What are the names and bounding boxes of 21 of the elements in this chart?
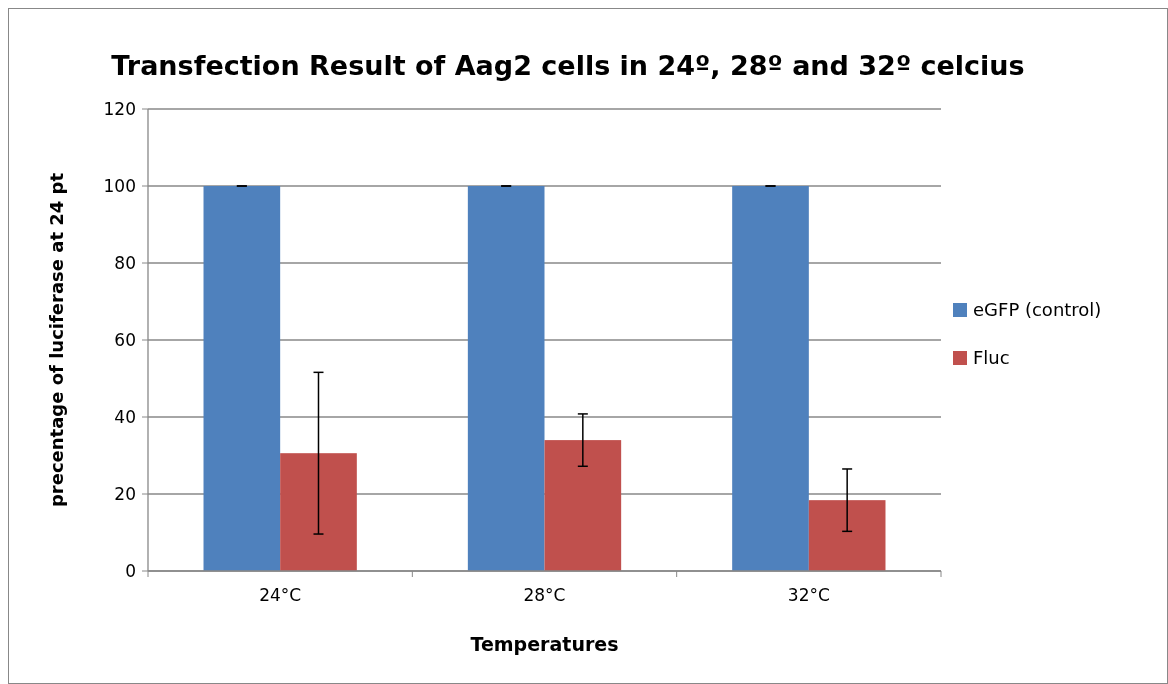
legend-label: eGFP (control) — [973, 299, 1102, 321]
x-tick-label: 28°C — [523, 585, 566, 605]
bar — [203, 186, 281, 571]
x-axis-title: Temperatures — [470, 633, 619, 655]
y-tick-label: 40 — [114, 406, 136, 427]
bar — [544, 440, 622, 571]
bar — [732, 186, 809, 571]
x-tick-label: 32°C — [787, 585, 830, 605]
y-tick-label: 80 — [114, 252, 136, 273]
y-tick-label: 0 — [125, 560, 136, 581]
y-axis-title: precentage of luciferase at 24 pt — [46, 172, 67, 508]
y-tick-label: 100 — [103, 175, 136, 196]
y-tick-label: 60 — [114, 329, 136, 350]
legend-label: Fluc — [973, 347, 1010, 369]
bar — [467, 186, 545, 571]
chart-title: Transfection Result of Aag2 cells in 24º, 28º and 32º celcius — [111, 50, 1025, 81]
bar — [280, 453, 357, 571]
bar — [808, 500, 886, 571]
y-tick-label: 120 — [103, 98, 136, 119]
x-tick-label: 24°C — [259, 585, 302, 605]
y-tick-label: 20 — [114, 483, 136, 504]
